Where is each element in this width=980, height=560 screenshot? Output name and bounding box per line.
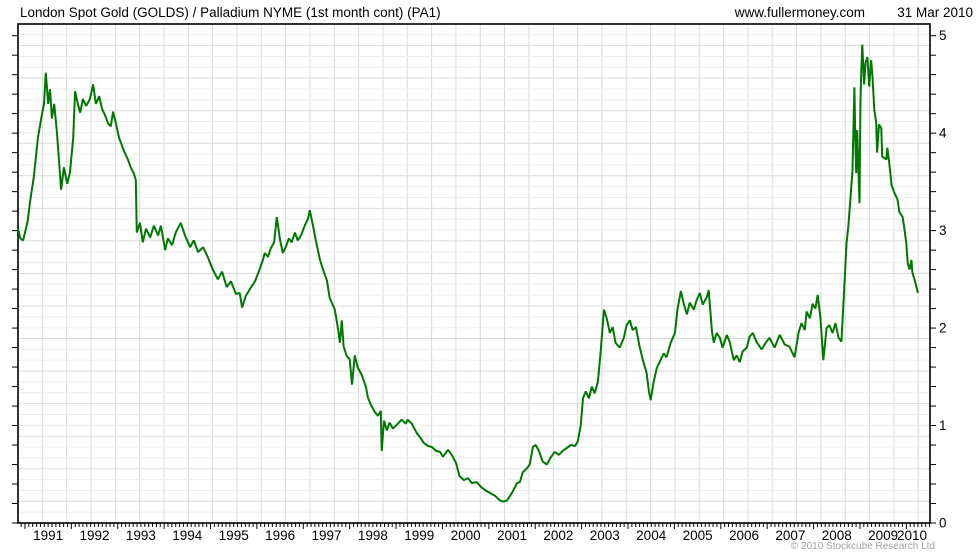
y-axis-label: 3	[939, 223, 947, 238]
x-axis-label: 2007	[775, 528, 805, 543]
y-axis-label: 1	[939, 418, 947, 433]
page-title: London Spot Gold (GOLDS) / Palladium NYM…	[20, 5, 441, 20]
chart-date: 31 Mar 2010	[897, 5, 973, 20]
website-text: www.fullermoney.com	[734, 5, 865, 20]
x-axis-label: 2010	[897, 528, 927, 543]
x-axis-label: 1999	[404, 528, 434, 543]
ratio-line	[17, 44, 919, 503]
y-axis-label: 4	[939, 126, 947, 141]
x-axis-label: 1995	[219, 528, 249, 543]
y-axis-label: 5	[939, 28, 947, 43]
plot-border	[17, 23, 931, 524]
x-axis-label: 2004	[636, 528, 667, 543]
axis-ticks	[12, 35, 936, 529]
copyright-notice: © 2010 Stockcube Research Ltd	[790, 541, 935, 552]
y-axis-labels: 0 1 2 3 4 5	[939, 28, 947, 530]
x-axis-label: 1992	[80, 528, 110, 543]
x-axis-label: 2001	[497, 528, 527, 543]
x-axis-label: 1991	[33, 528, 63, 543]
x-axis-label: 2006	[729, 528, 759, 543]
x-axis-label: 2005	[683, 528, 713, 543]
y-axis-label: 2	[939, 321, 947, 336]
y-axis-label: 0	[939, 516, 947, 531]
x-axis-label: 1993	[126, 528, 156, 543]
x-axis-label: 2000	[451, 528, 481, 543]
x-axis-label: 2009	[868, 528, 898, 543]
chart-header: London Spot Gold (GOLDS) / Palladium NYM…	[0, 3, 980, 23]
chart-grid	[18, 24, 930, 523]
x-axis-label: 2008	[822, 528, 852, 543]
x-axis-label: 1997	[311, 528, 341, 543]
x-axis-label: 2002	[543, 528, 573, 543]
x-axis-label: 1998	[358, 528, 388, 543]
x-axis-label: 1994	[172, 528, 203, 543]
x-axis-label: 2003	[590, 528, 620, 543]
x-axis-label: 1996	[265, 528, 295, 543]
x-axis-labels: 1991 1992 1993 1994 1995 1996 1997 1998 1999 2000…	[33, 528, 927, 543]
